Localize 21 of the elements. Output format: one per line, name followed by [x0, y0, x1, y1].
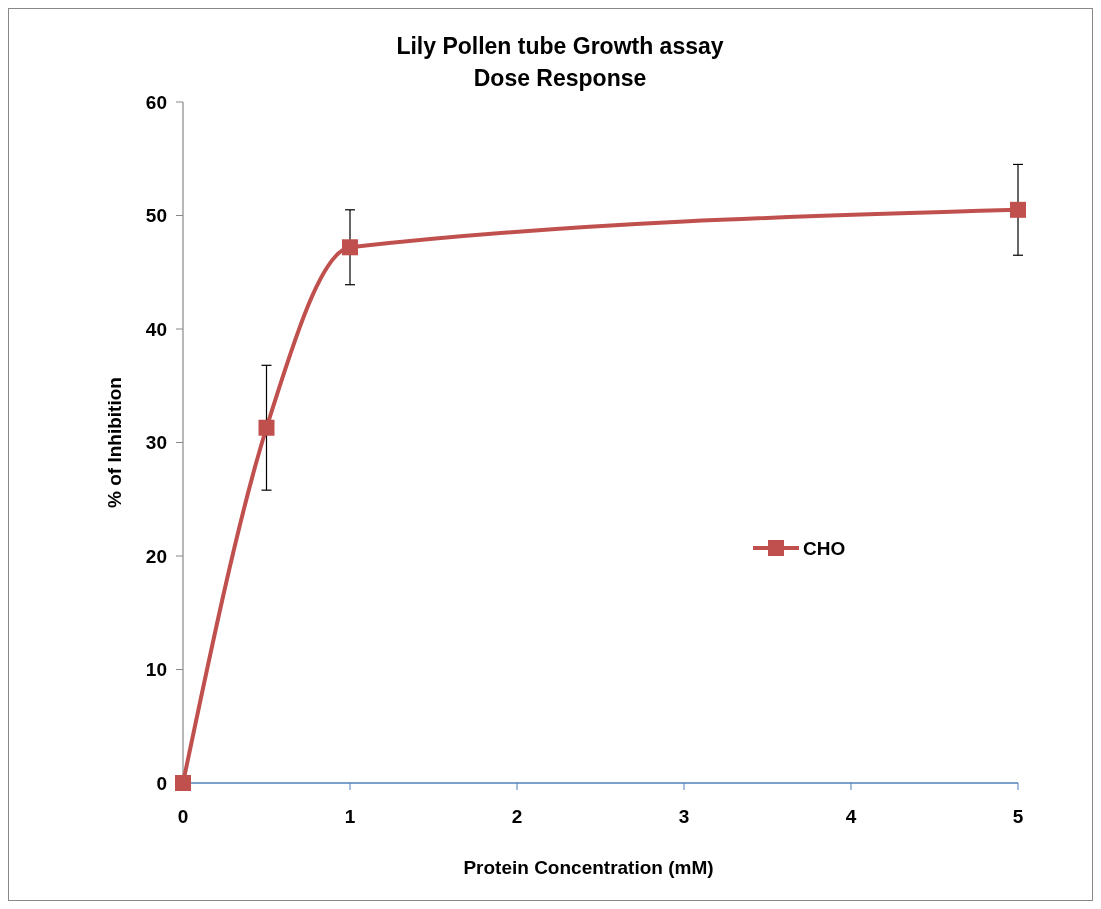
x-axis-title: Protein Concentration (mM) [463, 857, 714, 878]
y-tick-label: 10 [145, 659, 167, 681]
y-tick-label: 30 [145, 432, 167, 454]
chart-title: Lily Pollen tube Growth assay Dose Response [396, 33, 724, 91]
y-tick-label: 60 [145, 91, 167, 113]
x-tick-label: 0 [177, 806, 189, 827]
x-tick-label: 2 [511, 806, 523, 827]
legend-label: CHO [803, 537, 846, 559]
x-tick-label: 1 [344, 806, 356, 827]
x-tick-label: 3 [678, 806, 690, 827]
y-tick-label: 20 [145, 545, 167, 567]
x-tick-label: 5 [1012, 806, 1024, 827]
point [1010, 201, 1026, 218]
y-tick-label: 50 [145, 205, 167, 227]
y-axis-title: % of Inhibition [104, 377, 125, 508]
point [175, 775, 191, 791]
point [258, 419, 275, 436]
point [342, 239, 358, 256]
y-tick-label: 0 [156, 772, 167, 794]
x-tick-label: 4 [845, 806, 857, 827]
y-tick-label: 40 [145, 318, 167, 340]
